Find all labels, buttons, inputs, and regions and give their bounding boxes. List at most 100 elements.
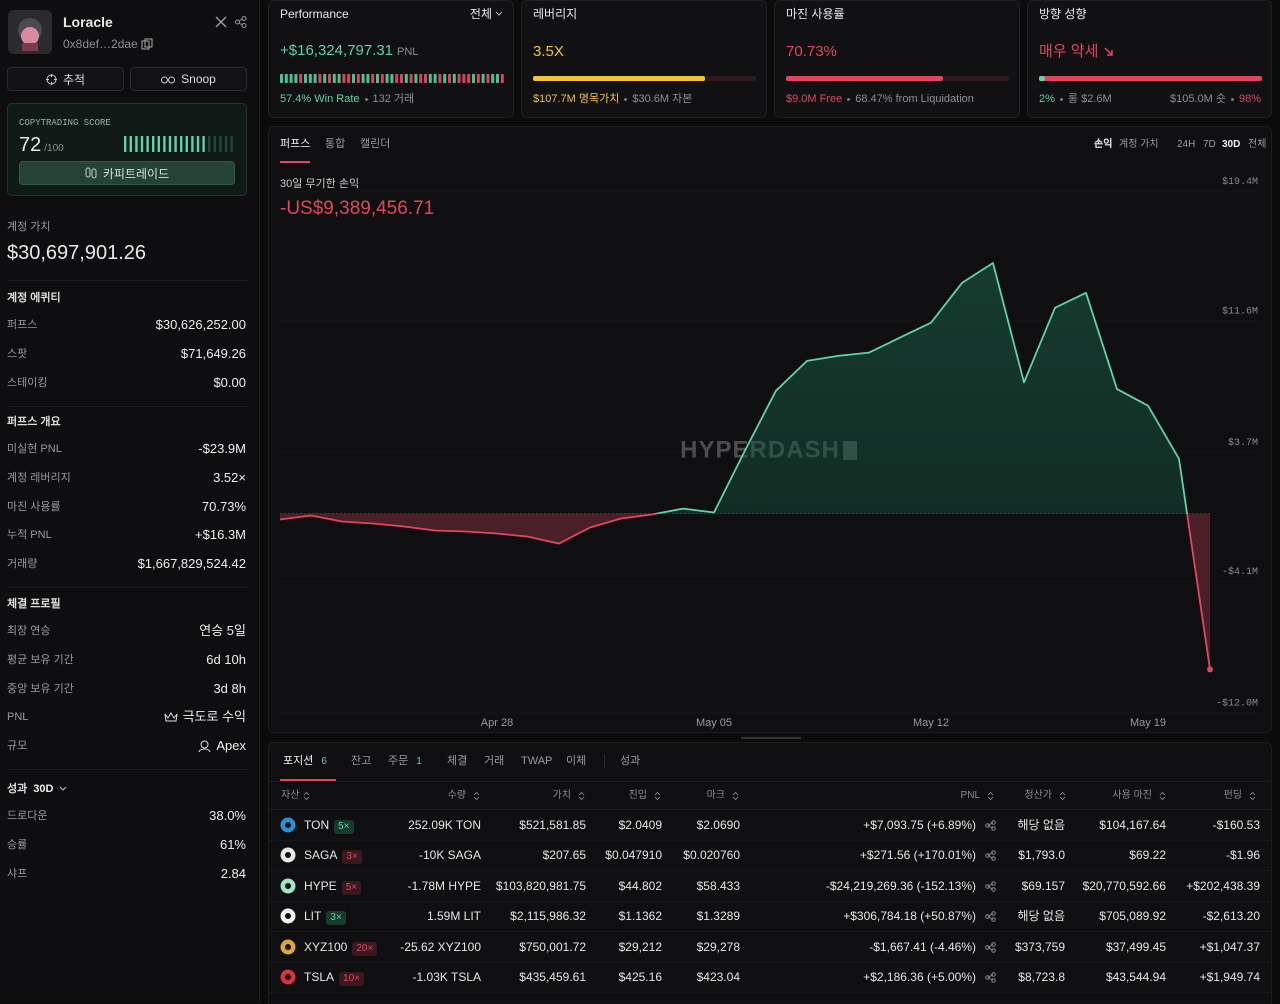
score-segment: [208, 136, 211, 152]
win-rate: 57.4% Win Rate 132 거래: [280, 90, 414, 108]
position-tab[interactable]: 성과: [620, 752, 640, 770]
performance-card: Performance 전체 +$16,324,797.31 PNL 57.4%…: [268, 0, 514, 118]
share-icon[interactable]: [985, 911, 996, 922]
position-tab[interactable]: 체결: [447, 752, 467, 770]
win-rate-value: 57.4%: [280, 93, 312, 105]
trade-segment: [308, 74, 312, 83]
row-rule: [269, 961, 1271, 963]
asset: TON 5×: [304, 816, 354, 834]
row-label: 퍼프스: [7, 319, 38, 331]
chart-title: 30일 무기한 손익: [280, 178, 360, 190]
share-icon[interactable]: [985, 820, 996, 831]
toggle[interactable]: 계정 가치: [1119, 139, 1159, 150]
trade-segment: [400, 74, 403, 83]
snoop-button[interactable]: Snoop: [130, 67, 247, 91]
leverage-track: [533, 76, 756, 81]
cell-mark: $1.3289: [696, 909, 740, 924]
cell-margin: $69.22: [1129, 848, 1166, 863]
row-value-text: 2.84: [220, 865, 246, 881]
position-tab[interactable]: TWAP: [521, 752, 552, 770]
range[interactable]: 30D: [1222, 139, 1241, 150]
period-select[interactable]: 30D: [33, 783, 54, 795]
chevron: [60, 786, 67, 791]
trade-segment: [332, 74, 336, 83]
copy-icon[interactable]: [141, 38, 153, 50]
bullet: [1059, 97, 1063, 101]
trade-segment: [472, 74, 475, 83]
sort-icon[interactable]: [654, 791, 661, 801]
bullet: [847, 97, 851, 101]
column-header: 펀딩: [1223, 790, 1242, 801]
trade-segment: [380, 74, 384, 83]
chart-tab[interactable]: 캘린더: [360, 138, 391, 150]
row-label: 평균 보유 기간: [7, 653, 74, 666]
sort-icon[interactable]: [987, 791, 994, 801]
cell-funding: -$2,613.20: [1202, 909, 1260, 924]
row-label: 규모: [7, 740, 28, 753]
trade-segment: [294, 74, 298, 83]
cell-margin: $705,089.92: [1099, 909, 1166, 924]
sort-icon[interactable]: [303, 791, 310, 801]
sort-icon[interactable]: [1059, 791, 1066, 801]
chart-tab[interactable]: 퍼프스: [280, 138, 311, 150]
row-value: $30,626,252.00: [156, 316, 246, 334]
tab-divider: [604, 754, 605, 768]
cell-value: $2,115,986.32: [510, 909, 586, 924]
asset-name: TSLA: [304, 970, 335, 984]
toggle[interactable]: 손익: [1094, 139, 1113, 150]
position-tab[interactable]: 거래: [484, 752, 504, 770]
position-tab[interactable]: 잔고: [351, 752, 371, 770]
trade-bar: [280, 74, 504, 83]
chart-tab[interactable]: 통합: [325, 138, 346, 150]
copytrade-icon: [85, 167, 97, 179]
track-button[interactable]: 추적: [7, 67, 124, 91]
leverage-card: 레버리지 3.5X $107.7M 명목가치 $30.6M 자본: [521, 0, 767, 118]
trade-segment: [356, 74, 360, 83]
share-icon[interactable]: [985, 880, 996, 892]
notional: $107.7M 명목가치: [533, 93, 620, 105]
copytrade-button[interactable]: 카피트레이드: [19, 161, 235, 185]
row-label: 마진 사용률: [7, 500, 61, 513]
cell-pnl: -$1,667.41 (-4.46%): [869, 939, 976, 954]
range[interactable]: 24H: [1177, 139, 1196, 150]
row-value: 극도로 수익: [164, 708, 246, 726]
range[interactable]: 전체: [1248, 139, 1267, 150]
filter-select[interactable]: 전체: [470, 5, 503, 23]
row-value: 3.52×: [213, 469, 246, 487]
score-segment: [163, 136, 166, 152]
share-icon[interactable]: [985, 850, 996, 862]
cell-mark: $58.433: [696, 878, 740, 893]
x-icon[interactable]: [215, 16, 227, 28]
sort-icon[interactable]: [1159, 791, 1166, 801]
scroll-handle[interactable]: [741, 737, 801, 739]
sort-icon[interactable]: [732, 791, 739, 801]
row-value: 연승 5일: [199, 622, 246, 640]
card-title: 마진 사용률: [786, 7, 845, 21]
share-icon[interactable]: [985, 941, 996, 953]
position-tab[interactable]: 이체: [566, 752, 586, 770]
sort-icon[interactable]: [578, 791, 585, 801]
share-node: [991, 978, 996, 983]
sort-icon[interactable]: [473, 791, 480, 801]
position-tab[interactable]: 포지션 6: [283, 752, 331, 770]
range[interactable]: 7D: [1203, 139, 1216, 150]
share-icon[interactable]: [235, 16, 247, 28]
trade-segment: [414, 74, 418, 83]
row-value: 61%: [220, 836, 246, 854]
profile-name: Loracle: [63, 14, 113, 30]
share-node: [985, 944, 990, 950]
share-node: [991, 972, 996, 977]
row-label: 누적 PNL: [7, 529, 52, 542]
score-segment: [180, 136, 183, 152]
asset-name: LIT: [304, 909, 322, 924]
trade-segment: [452, 74, 456, 83]
position-tab[interactable]: 주문 1: [388, 752, 426, 770]
share-icon[interactable]: [985, 972, 996, 983]
sort-icon[interactable]: [1249, 791, 1256, 801]
snoop-label: Snoop: [181, 72, 216, 86]
bias-card: 방향 성향 매우 약세 2% 롱 $2.6M $105.0M 숏 98%: [1027, 0, 1272, 118]
asset-icon: [280, 817, 296, 833]
equity: $30.6M 자본: [632, 93, 693, 105]
cell-size: 1.59M LIT: [426, 909, 481, 924]
sort-path: [473, 791, 480, 801]
